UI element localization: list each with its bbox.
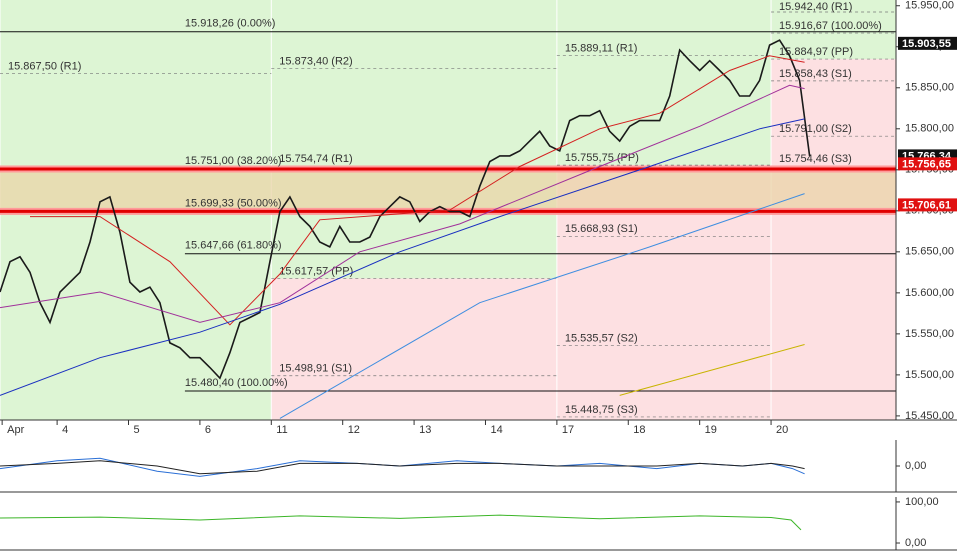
y-tick-label: 0,00 [905,460,926,472]
pivot-label: 15.617,57 (PP) [279,265,353,277]
pivot-label: 15.889,11 (R1) [565,43,638,55]
pivot-label: 15.873,40 (R2) [279,55,352,67]
price-tag [898,36,957,50]
x-tick-label: 20 [776,424,788,436]
series-line [0,457,805,477]
pivot-label: 15.498,91 (S1) [279,363,352,375]
series-line [0,460,805,475]
pivot-label: 15.448,75 (S3) [565,404,638,416]
series-line [0,118,805,396]
x-tick-label: 13 [419,424,431,436]
y-tick-label: 15.800,00 [905,123,954,135]
x-tick-label: 14 [490,424,502,436]
pivot-zone-down [771,59,896,421]
pivot-zone-up [271,0,557,279]
y-tick-label: 0,00 [905,537,926,549]
pivot-label: 15.754,74 (R1) [279,153,352,165]
x-tick-label: 12 [348,424,360,436]
x-tick-label: 18 [633,424,645,436]
fib-label: 15.699,33 (50.00%) [185,197,282,209]
pivot-label: 15.754,46 (S3) [779,153,852,165]
price-tag [898,198,957,212]
fib-label: 15.480,40 (100.00%) [185,377,288,389]
x-tick-label: 17 [562,424,574,436]
pivot-label: 15.755,75 (PP) [565,152,639,164]
pivot-label: 15.668,93 (S1) [565,223,638,235]
series-line [0,514,802,531]
series-line [30,55,805,326]
y-tick-label: 100,00 [905,496,939,508]
pivot-label: 15.884,97 (PP) [779,46,853,58]
fib-label: 15.751,00 (38.20%) [185,155,282,167]
series-line [0,39,811,380]
series-line [279,193,805,419]
y-tick-label: 15.600,00 [905,287,954,299]
x-tick-label: 4 [62,424,68,436]
x-tick-label: 5 [134,424,140,436]
fib-label: 15.647,66 (61.80%) [185,240,282,252]
pivot-label: 15.535,57 (S2) [565,333,638,345]
y-tick-label: 15.450,00 [905,410,954,422]
x-tick-label: 6 [205,424,211,436]
pivot-label: 15.942,40 (R1) [779,1,852,13]
x-tick-label: 11 [276,424,287,436]
fib-label: 15.918,26 (0.00%) [185,18,276,30]
pivot-label: 15.858,43 (S1) [779,68,852,80]
price-tag-label: 15.706,61 [902,199,951,211]
y-tick-label: 15.850,00 [905,82,954,94]
price-tag-label: 15.903,55 [902,38,951,50]
series-line [0,84,805,323]
y-tick-label: 15.950,00 [905,0,954,12]
price-tag-label: 15.756,65 [902,158,951,170]
y-tick-label: 15.550,00 [905,328,954,340]
pivot-zone-up [771,0,896,60]
pivot-label: 15.791,00 (S2) [779,123,852,135]
pivot-label: 15.867,50 (R1) [8,60,81,72]
pivot-label: 15.916,67 (100.00%) [779,20,882,32]
series-line [619,344,805,396]
y-tick-label: 15.650,00 [905,246,954,258]
x-tick-label: Apr [7,424,24,436]
x-tick-label: 19 [705,424,717,436]
fib-band [0,168,896,212]
y-tick-label: 15.500,00 [905,369,954,381]
price-tag [898,157,957,171]
